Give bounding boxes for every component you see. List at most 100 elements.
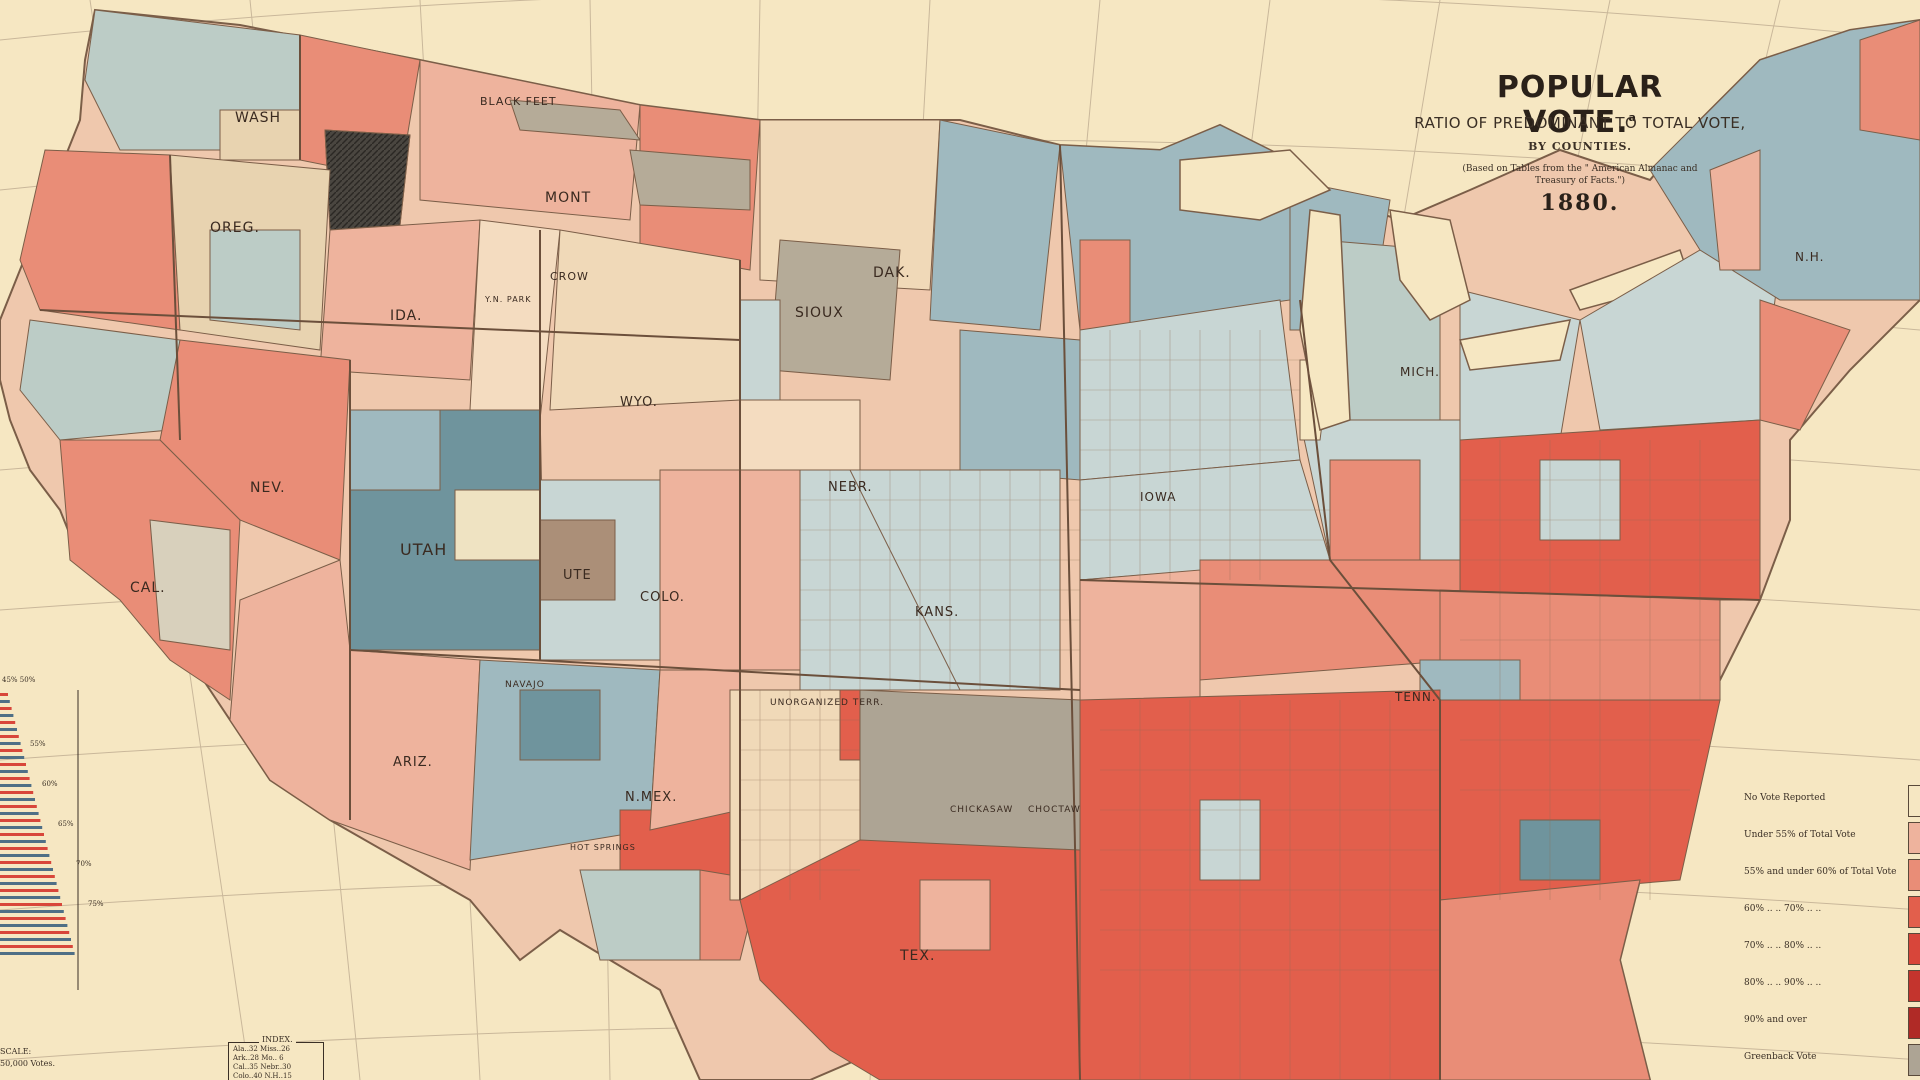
state-label: DAK. [873, 265, 911, 281]
scale-bar-graph [0, 690, 79, 990]
scale-bar [0, 714, 14, 717]
scale-bar [0, 924, 68, 927]
bar-axis-label: 75% [88, 900, 104, 908]
source-note-line-2: Treasury of Facts.") [1534, 176, 1626, 186]
title-footnote-mark: a [1628, 111, 1637, 124]
legend-swatch [1908, 970, 1920, 1002]
state-label: CHOCTAW [1028, 805, 1081, 815]
scale-bar [0, 952, 75, 955]
legend-label: Under 55% of Total Vote [1744, 830, 1856, 840]
state-label: MONT [545, 190, 592, 206]
state-borders [39, 35, 1761, 1080]
scale-bar [0, 693, 8, 696]
state-label: BLACK FEET [480, 95, 557, 108]
legend-label: No Vote Reported [1744, 793, 1826, 803]
legend-swatch [1908, 822, 1920, 854]
scale-heading: SCALE: [0, 1047, 32, 1056]
state-label: Y.N. PARK [485, 295, 532, 304]
bar-axis-label: 60% [42, 780, 58, 788]
state-label: COLO. [640, 590, 685, 605]
state-label: ARIZ. [393, 755, 433, 770]
scale-bar [0, 861, 52, 864]
legend-swatch [1908, 896, 1920, 928]
legend-swatch [1908, 785, 1920, 817]
state-label: MICH. [1400, 365, 1440, 379]
state-label: IOWA [1140, 490, 1177, 504]
legend-label: 80% .. .. 90% .. .. [1744, 978, 1822, 988]
scale-bar [0, 763, 26, 766]
state-label: UNORGANIZED TERR. [770, 698, 885, 708]
scale-key: SCALE: 50,000 Votes. [0, 1046, 100, 1070]
scale-bar [0, 742, 21, 745]
source-note-line-1: (Based on Tables from the " American Alm… [1462, 164, 1698, 174]
scale-bar [0, 735, 19, 738]
state-label: N.H. [1795, 250, 1825, 264]
legend-item: 80% .. .. 90% .. .. [1744, 968, 1920, 1005]
legend-label: Greenback Vote [1744, 1052, 1817, 1062]
region-plains [729, 119, 1081, 1080]
scale-bar [0, 847, 48, 850]
state-label: OREG. [210, 220, 260, 236]
scale-bar [0, 882, 57, 885]
state-label: HOT SPRINGS [570, 843, 636, 852]
legend-item: 60% .. .. 70% .. .. [1744, 894, 1920, 931]
index-row: Ark..28 Mo.. 6 [233, 1054, 284, 1062]
map-subtitle: RATIO OF PREDOMINANT TO TOTAL VOTE, [1414, 114, 1746, 132]
scale-bar [0, 798, 35, 801]
index-heading: INDEX. [259, 1035, 296, 1044]
great-lakes [1179, 149, 1691, 431]
scale-bar [0, 791, 34, 794]
scale-bar [0, 770, 28, 773]
state-label: NEV. [250, 480, 286, 496]
legend-item: 90% and over [1744, 1005, 1920, 1042]
scale-bar [0, 896, 61, 899]
state-label: TEX. [900, 948, 936, 964]
index-row: Ala..32 Miss..26 [233, 1045, 290, 1053]
scale-bar [0, 777, 30, 780]
legend-swatch [1908, 1007, 1920, 1039]
scale-bar [0, 728, 17, 731]
scale-bar [0, 819, 41, 822]
scale-unit: 50,000 Votes. [0, 1059, 55, 1068]
bar-axis-label: 55% [30, 740, 46, 748]
scale-bar [0, 945, 73, 948]
state-label: CROW [550, 270, 589, 283]
source-note: (Based on Tables from the " American Alm… [1440, 163, 1720, 187]
scale-bar [0, 910, 64, 913]
legend-label: 90% and over [1744, 1015, 1807, 1025]
legend-item: 55% and under 60% of Total Vote [1744, 857, 1920, 894]
scale-bar [0, 938, 71, 941]
scale-bar [0, 721, 16, 724]
state-label: IDA. [390, 308, 423, 324]
index-box: INDEX. Ala..32 Miss..26 Ark..28 Mo.. 6 C… [228, 1035, 324, 1080]
map-title: POPULAR VOTE.a [1496, 70, 1664, 140]
scale-bar [0, 826, 43, 829]
scale-bar [0, 903, 62, 906]
map-subtitle-counties: BY COUNTIES. [1528, 140, 1632, 153]
bar-axis-label: 70% [76, 860, 92, 868]
scale-bar [0, 889, 59, 892]
legend-item: Under 55% of Total Vote [1744, 820, 1920, 857]
map-year: 1880. [1540, 190, 1620, 216]
scale-bar [0, 875, 55, 878]
state-label: NAVAJO [505, 680, 545, 690]
state-label: NEBR. [828, 480, 873, 495]
scale-bar [0, 868, 53, 871]
legend-item: No Vote Reported [1744, 783, 1920, 820]
region-west [19, 9, 801, 961]
state-label: WASH [235, 110, 282, 126]
legend-label: 70% .. .. 80% .. .. [1744, 941, 1822, 951]
legend-swatch [1908, 859, 1920, 891]
state-label: KANS. [915, 605, 960, 620]
legend-label: 60% .. .. 70% .. .. [1744, 904, 1822, 914]
legend-swatch [1908, 933, 1920, 965]
county-grid [740, 330, 1760, 1080]
state-label: CHICKASAW [950, 805, 1014, 815]
bar-axis-label: 45% 50% [2, 676, 36, 684]
scale-bar [0, 917, 66, 920]
legend-item: 70% .. .. 80% .. .. [1744, 931, 1920, 968]
index-row: Colo..40 N.H..15 [233, 1072, 292, 1080]
bar-axis-label: 65% [58, 820, 74, 828]
